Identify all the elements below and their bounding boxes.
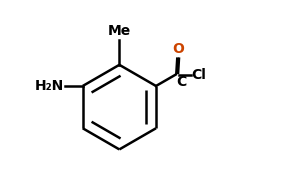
Text: Cl: Cl bbox=[192, 68, 206, 82]
Text: Me: Me bbox=[108, 24, 131, 38]
Text: C: C bbox=[177, 75, 187, 89]
Text: O: O bbox=[172, 42, 184, 56]
Text: H₂N: H₂N bbox=[35, 79, 64, 93]
